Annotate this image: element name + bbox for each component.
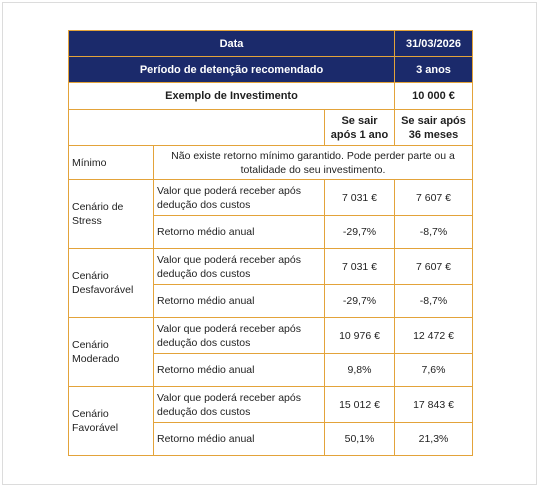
column-header-row: Se sair após 1 ano Se sair após 36 meses — [68, 109, 473, 146]
investment-value: 10 000 € — [394, 82, 473, 110]
scenario-return-label: Retorno médio anual — [153, 284, 325, 318]
holding-period-label: Período de detenção recomendado — [68, 56, 395, 83]
scenario-value-label: Valor que poderá receber após dedução do… — [153, 179, 325, 216]
holding-period-value: 3 anos — [394, 56, 473, 83]
scenario-value-1-year: 7 031 € — [324, 248, 395, 285]
minimum-row: Mínimo Não existe retorno mínimo garanti… — [68, 145, 473, 180]
scenario-return-36-months: -8,7% — [394, 215, 473, 249]
scenario-return-36-months: 7,6% — [394, 353, 473, 387]
scenario-return-36-months: 21,3% — [394, 422, 473, 456]
investment-row: Exemplo de Investimento 10 000 € — [68, 82, 473, 110]
column-header-blank — [68, 109, 325, 146]
scenario-name: Cenário Desfavorável — [68, 248, 154, 318]
scenario-row: Cenário Desfavorável Valor que poderá re… — [68, 248, 473, 318]
investment-label: Exemplo de Investimento — [68, 82, 395, 110]
scenario-value-36-months: 12 472 € — [394, 317, 473, 354]
scenario-return-1-year: -29,7% — [324, 284, 395, 318]
date-row: Data 31/03/2026 — [68, 30, 473, 57]
scenario-value-36-months: 17 843 € — [394, 386, 473, 423]
scenario-value-36-months: 7 607 € — [394, 248, 473, 285]
scenario-return-label: Retorno médio anual — [153, 353, 325, 387]
minimum-text: Não existe retorno mínimo garantido. Pod… — [153, 145, 473, 180]
scenario-value-36-months: 7 607 € — [394, 179, 473, 216]
scenario-value-label: Valor que poderá receber após dedução do… — [153, 248, 325, 285]
scenario-row: Cenário de Stress Valor que poderá receb… — [68, 179, 473, 249]
scenario-name: Cenário Favorável — [68, 386, 154, 456]
scenario-value-1-year: 10 976 € — [324, 317, 395, 354]
scenario-value-1-year: 7 031 € — [324, 179, 395, 216]
scenario-return-1-year: 9,8% — [324, 353, 395, 387]
scenario-value-label: Valor que poderá receber após dedução do… — [153, 386, 325, 423]
scenario-row: Cenário Favorável Valor que poderá receb… — [68, 386, 473, 456]
column-header-36-months: Se sair após 36 meses — [394, 109, 473, 146]
scenario-row: Cenário Moderado Valor que poderá recebe… — [68, 317, 473, 387]
scenario-row: Retorno médio anual 9,8% 7,6% — [69, 353, 473, 387]
scenario-return-1-year: 50,1% — [324, 422, 395, 456]
date-label: Data — [68, 30, 395, 57]
minimum-label: Mínimo — [68, 145, 154, 180]
scenario-value-1-year: 15 012 € — [324, 386, 395, 423]
scenario-name: Cenário Moderado — [68, 317, 154, 387]
performance-scenarios-table: Data 31/03/2026 Período de detenção reco… — [68, 30, 473, 456]
scenario-row: Retorno médio anual -29,7% -8,7% — [69, 284, 473, 318]
scenario-return-label: Retorno médio anual — [153, 422, 325, 456]
scenario-row: Retorno médio anual 50,1% 21,3% — [69, 422, 473, 456]
scenario-return-1-year: -29,7% — [324, 215, 395, 249]
holding-period-row: Período de detenção recomendado 3 anos — [68, 56, 473, 83]
scenario-return-label: Retorno médio anual — [153, 215, 325, 249]
scenario-name: Cenário de Stress — [68, 179, 154, 249]
date-value: 31/03/2026 — [394, 30, 473, 57]
column-header-1-year: Se sair após 1 ano — [324, 109, 395, 146]
scenario-return-36-months: -8,7% — [394, 284, 473, 318]
scenario-value-label: Valor que poderá receber após dedução do… — [153, 317, 325, 354]
